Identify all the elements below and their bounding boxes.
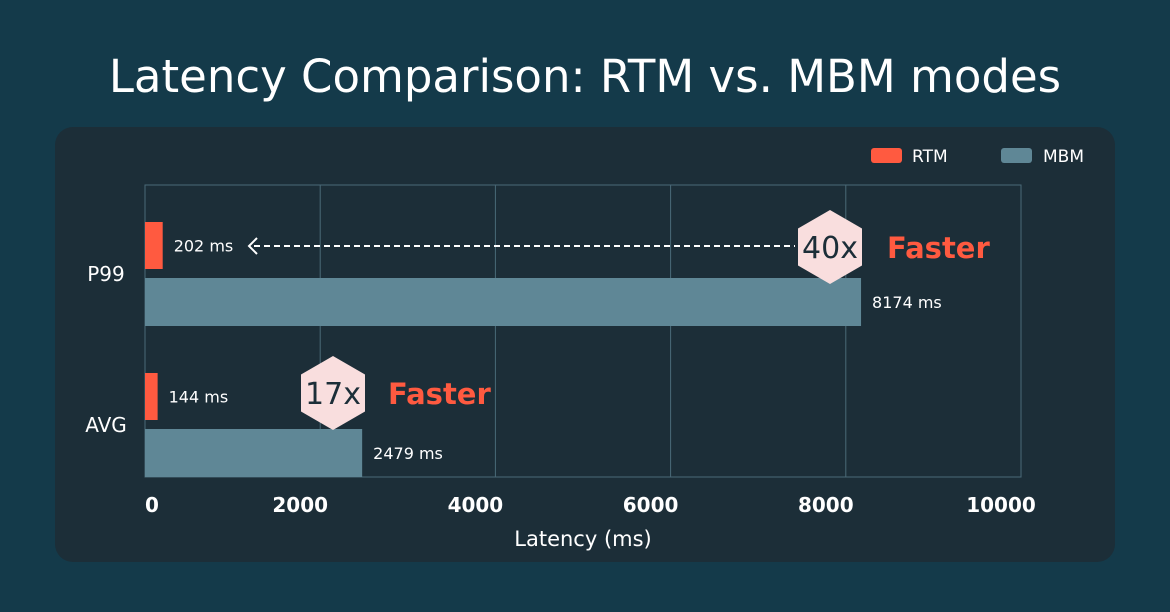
category-label: AVG xyxy=(85,413,127,437)
speedup-badge-text: 17x xyxy=(305,377,361,412)
speedup-badge xyxy=(798,210,862,284)
x-tick-label: 4000 xyxy=(448,493,504,517)
speedup-badge xyxy=(301,356,365,430)
category-label: P99 xyxy=(87,262,125,286)
x-tick-label: 10000 xyxy=(966,493,1036,517)
x-tick-label: 2000 xyxy=(272,493,328,517)
annotations: 40x Faster 17x Faster xyxy=(247,210,990,430)
legend-swatch-rtm xyxy=(871,148,902,163)
faster-label: Faster xyxy=(388,377,491,411)
x-tick-label: 8000 xyxy=(798,493,854,517)
speedup-badge-text: 40x xyxy=(802,231,858,266)
x-tick-label: 6000 xyxy=(623,493,679,517)
legend-swatch-mbm xyxy=(1001,148,1032,163)
bar-value-label: 2479 ms xyxy=(373,444,443,463)
legend-label-rtm: RTM xyxy=(912,147,948,167)
bar-value-label: 8174 ms xyxy=(872,293,942,312)
plot-frame xyxy=(144,184,1022,478)
bars: P99 202 ms 8174 ms AVG 144 ms 2479 ms xyxy=(85,222,942,477)
bar-value-label: 144 ms xyxy=(169,388,229,407)
legend: RTM MBM xyxy=(871,147,1084,167)
faster-label: Faster xyxy=(887,231,990,265)
bar-value-label: 202 ms xyxy=(174,237,234,256)
bar-mbm xyxy=(145,278,862,326)
legend-label-mbm: MBM xyxy=(1043,147,1084,167)
chart-panel xyxy=(55,127,1115,562)
x-tick-label: 0 xyxy=(145,493,159,517)
chart-title: Latency Comparison: RTM vs. MBM modes xyxy=(109,50,1061,103)
bar-mbm xyxy=(145,429,363,477)
grid: 0 2000 4000 6000 8000 10000 xyxy=(144,184,1036,517)
arrow-left-icon xyxy=(247,237,258,255)
bar-rtm xyxy=(145,373,158,420)
bar-rtm xyxy=(145,222,163,269)
x-axis-label: Latency (ms) xyxy=(514,527,651,551)
